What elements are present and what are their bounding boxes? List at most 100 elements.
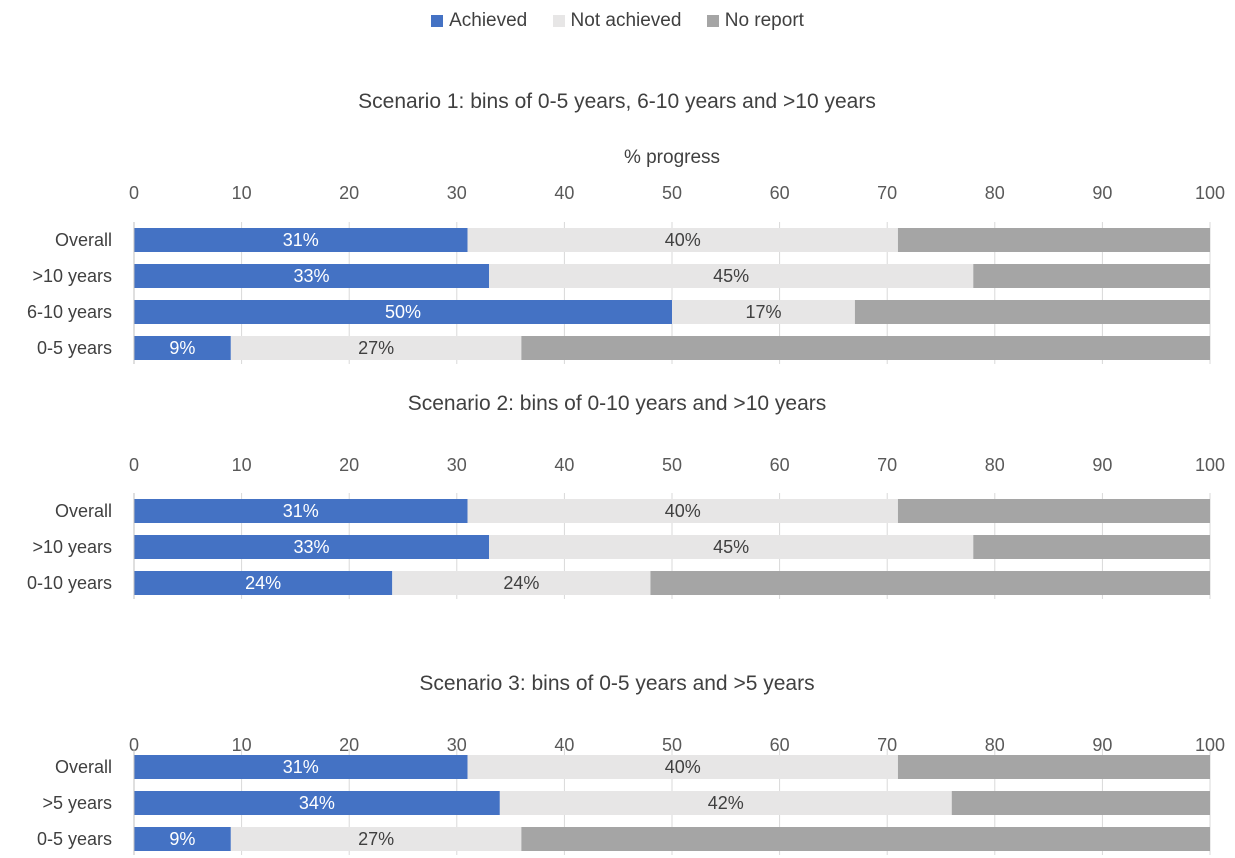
x-tick-label: 80 (985, 183, 1005, 203)
bar-no-report (973, 535, 1210, 559)
x-tick-label: 40 (554, 455, 574, 475)
data-label: 40% (665, 501, 701, 521)
y-category-label: 0-5 years (37, 338, 112, 358)
x-tick-label: 60 (770, 183, 790, 203)
x-tick-label: 60 (770, 735, 790, 755)
bar-no-report (521, 336, 1210, 360)
legend-label-achieved: Achieved (449, 10, 528, 31)
x-tick-label: 50 (662, 455, 682, 475)
chart-title: Scenario 1: bins of 0-5 years, 6-10 year… (358, 90, 876, 113)
x-tick-label: 10 (232, 735, 252, 755)
x-tick-label: 60 (770, 455, 790, 475)
data-label: 31% (283, 230, 319, 250)
bar-achieved (134, 336, 231, 360)
x-tick-label: 100 (1195, 183, 1225, 203)
bar-achieved (134, 228, 468, 252)
y-category-label: Overall (55, 757, 112, 777)
bar-achieved (134, 264, 490, 288)
x-tick-label: 0 (129, 455, 139, 475)
x-tick-label: 90 (1092, 735, 1112, 755)
x-tick-label: 40 (554, 183, 574, 203)
x-axis-label: % progress (624, 147, 720, 168)
x-tick-label: 90 (1092, 183, 1112, 203)
bar-not-achieved (230, 336, 522, 360)
bar-achieved (134, 755, 468, 779)
x-tick-label: 30 (447, 455, 467, 475)
bar-not-achieved (672, 300, 855, 324)
data-label: 50% (385, 302, 421, 322)
data-label: 33% (294, 537, 330, 557)
data-label: 31% (283, 757, 319, 777)
legend-item-achieved: Achieved (431, 10, 527, 32)
data-label: 33% (294, 266, 330, 286)
x-tick-label: 80 (985, 735, 1005, 755)
data-label: 34% (299, 793, 335, 813)
x-tick-label: 90 (1092, 455, 1112, 475)
bar-not-achieved (489, 264, 974, 288)
bar-achieved (134, 535, 490, 559)
data-label: 27% (358, 338, 394, 358)
y-category-label: Overall (55, 230, 112, 250)
x-tick-label: 30 (447, 735, 467, 755)
x-tick-label: 40 (554, 735, 574, 755)
bar-achieved (134, 571, 393, 595)
chart-title: Scenario 2: bins of 0-10 years and >10 y… (408, 392, 827, 415)
bar-not-achieved (230, 827, 522, 851)
x-tick-label: 70 (877, 183, 897, 203)
chart-legend: Achieved Not achieved No report (0, 10, 1235, 33)
bar-no-report (951, 791, 1210, 815)
bar-no-report (650, 571, 1210, 595)
x-tick-label: 80 (985, 455, 1005, 475)
x-tick-label: 20 (339, 183, 359, 203)
bar-achieved (134, 300, 672, 324)
chart-panel-2: Scenario 2: bins of 0-10 years and >10 y… (27, 392, 1225, 599)
legend-swatch-achieved (431, 15, 444, 27)
data-label: 40% (665, 230, 701, 250)
bar-achieved (134, 791, 500, 815)
bar-no-report (854, 300, 1210, 324)
bar-not-achieved (392, 571, 651, 595)
legend-label-not-achieved: Not achieved (570, 10, 682, 31)
bar-not-achieved (467, 499, 898, 523)
bar-no-report (521, 827, 1210, 851)
y-category-label: Overall (55, 501, 112, 521)
legend-label-no-report: No report (724, 10, 804, 31)
x-tick-label: 70 (877, 455, 897, 475)
x-tick-label: 20 (339, 735, 359, 755)
data-label: 45% (713, 266, 749, 286)
bar-no-report (897, 228, 1210, 252)
data-label: 9% (169, 338, 195, 358)
y-category-label: 6-10 years (27, 302, 112, 322)
x-tick-label: 0 (129, 735, 139, 755)
data-label: 42% (708, 793, 744, 813)
legend-swatch-not-achieved (552, 15, 565, 27)
data-label: 24% (503, 573, 539, 593)
y-category-label: >5 years (42, 793, 112, 813)
x-tick-label: 10 (232, 455, 252, 475)
bar-achieved (134, 499, 468, 523)
bar-not-achieved (499, 791, 952, 815)
data-label: 24% (245, 573, 281, 593)
y-category-label: 0-5 years (37, 829, 112, 849)
bar-not-achieved (489, 535, 974, 559)
data-label: 31% (283, 501, 319, 521)
x-tick-label: 100 (1195, 735, 1225, 755)
chart-title: Scenario 3: bins of 0-5 years and >5 yea… (419, 672, 814, 695)
bar-no-report (897, 755, 1210, 779)
data-label: 9% (169, 829, 195, 849)
data-label: 27% (358, 829, 394, 849)
legend-swatch-no-report (706, 15, 719, 27)
legend-item-no-report: No report (706, 10, 804, 32)
legend-item-not-achieved: Not achieved (552, 10, 682, 32)
chart-panel-1: Scenario 1: bins of 0-5 years, 6-10 year… (27, 90, 1225, 364)
x-tick-label: 70 (877, 735, 897, 755)
x-tick-label: 100 (1195, 455, 1225, 475)
bar-no-report (897, 499, 1210, 523)
x-tick-label: 50 (662, 183, 682, 203)
x-tick-label: 50 (662, 735, 682, 755)
bar-not-achieved (467, 755, 898, 779)
y-category-label: >10 years (32, 266, 112, 286)
x-tick-label: 0 (129, 183, 139, 203)
data-label: 40% (665, 757, 701, 777)
